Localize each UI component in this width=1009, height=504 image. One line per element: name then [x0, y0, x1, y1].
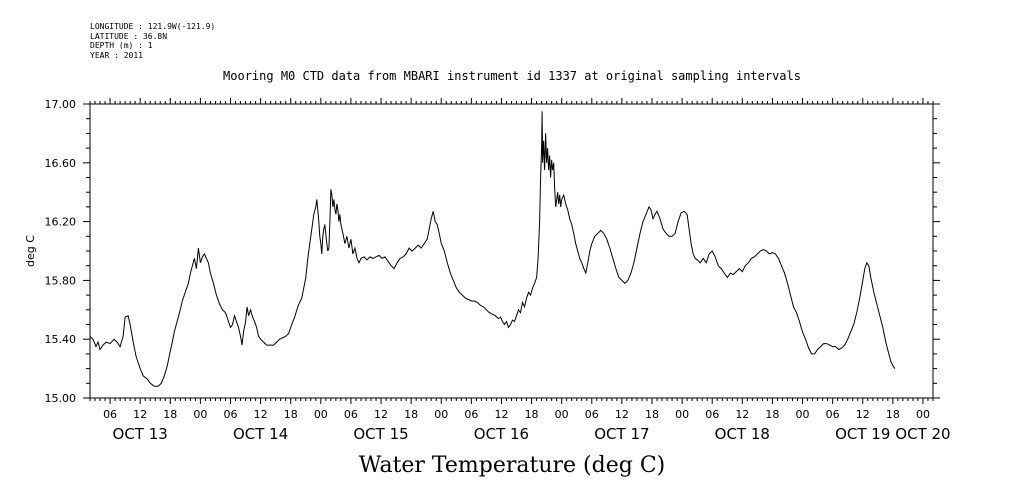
y-tick-label: 16.60: [45, 157, 77, 170]
x-tick-label: 06: [705, 408, 719, 421]
day-label: OCT 20: [895, 425, 950, 443]
y-tick-label: 15.40: [45, 333, 77, 346]
x-tick-label: 12: [615, 408, 629, 421]
chart-title: Mooring M0 CTD data from MBARI instrumen…: [223, 69, 801, 83]
x-tick-label: 06: [826, 408, 840, 421]
x-tick-label: 00: [434, 408, 448, 421]
day-label: OCT 13: [113, 425, 168, 443]
x-axis-title: Water Temperature (deg C): [358, 453, 666, 478]
metadata-block: LONGITUDE : 121.9W(-121.9) LATITUDE : 36…: [90, 22, 215, 60]
day-label: OCT 18: [715, 425, 770, 443]
x-tick-label: 12: [494, 408, 508, 421]
x-tick-label: 00: [675, 408, 689, 421]
day-label: OCT 19: [835, 425, 890, 443]
x-tick-label: 00: [314, 408, 328, 421]
x-tick-label: 12: [133, 408, 147, 421]
x-tick-label: 18: [525, 408, 539, 421]
x-tick-label: 06: [585, 408, 599, 421]
meta-longitude: LONGITUDE : 121.9W(-121.9): [90, 22, 216, 31]
meta-depth: DEPTH (m) : 1: [90, 41, 153, 50]
day-label: OCT 15: [353, 425, 408, 443]
y-tick-label: 17.00: [45, 98, 77, 111]
x-tick-label: 00: [796, 408, 810, 421]
series-line: [89, 111, 896, 387]
x-tick-label: 18: [404, 408, 418, 421]
x-tick-label: 12: [374, 408, 388, 421]
y-axis-label: deg C: [24, 235, 37, 267]
y-tick-labels: 15.00 15.40 15.80 16.20 16.60 17.00: [45, 98, 77, 405]
x-tick-label: 06: [464, 408, 478, 421]
x-tick-label: 18: [284, 408, 298, 421]
y-tick-label: 15.80: [45, 274, 77, 287]
x-tick-labels: 06 12 18 00 06 12 18 00 06 12 18 00 06 12 18 00 06 12 18 00…: [103, 408, 930, 421]
tick-marks: [83, 98, 940, 404]
meta-latitude: LATITUDE : 36.8N: [90, 31, 168, 41]
x-tick-label: 12: [856, 408, 870, 421]
x-tick-label: 06: [224, 408, 238, 421]
y-tick-label: 15.00: [45, 392, 77, 405]
x-tick-label: 06: [103, 408, 117, 421]
x-tick-label: 12: [254, 408, 268, 421]
x-tick-label: 18: [163, 408, 177, 421]
x-tick-label: 12: [735, 408, 749, 421]
day-label: OCT 16: [474, 425, 529, 443]
x-tick-label: 00: [916, 408, 930, 421]
x-tick-label: 18: [645, 408, 659, 421]
plot-frame: [89, 103, 934, 399]
day-label: OCT 14: [233, 425, 288, 443]
day-labels: OCT 13 OCT 14 OCT 15 OCT 16 OCT 17 OCT 18 OCT …: [113, 425, 951, 443]
day-label: OCT 17: [594, 425, 649, 443]
x-tick-label: 18: [886, 408, 900, 421]
x-tick-label: 00: [193, 408, 207, 421]
x-tick-label: 18: [765, 408, 779, 421]
x-tick-label: 00: [555, 408, 569, 421]
meta-year: YEAR : 2011: [90, 50, 143, 60]
x-tick-label: 06: [344, 408, 358, 421]
y-tick-label: 16.20: [45, 216, 77, 229]
